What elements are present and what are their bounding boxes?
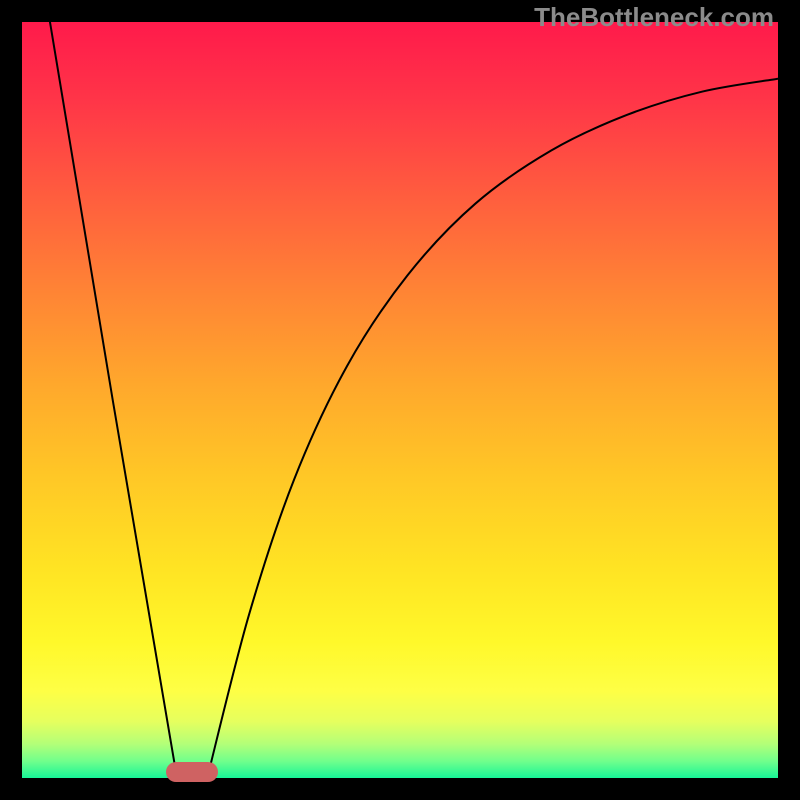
chart-container: TheBottleneck.com xyxy=(0,0,800,800)
watermark-text: TheBottleneck.com xyxy=(534,2,774,33)
optimum-marker xyxy=(166,762,218,782)
plot-area xyxy=(22,22,778,778)
curve-layer xyxy=(22,22,778,778)
bottleneck-curve xyxy=(50,22,778,778)
